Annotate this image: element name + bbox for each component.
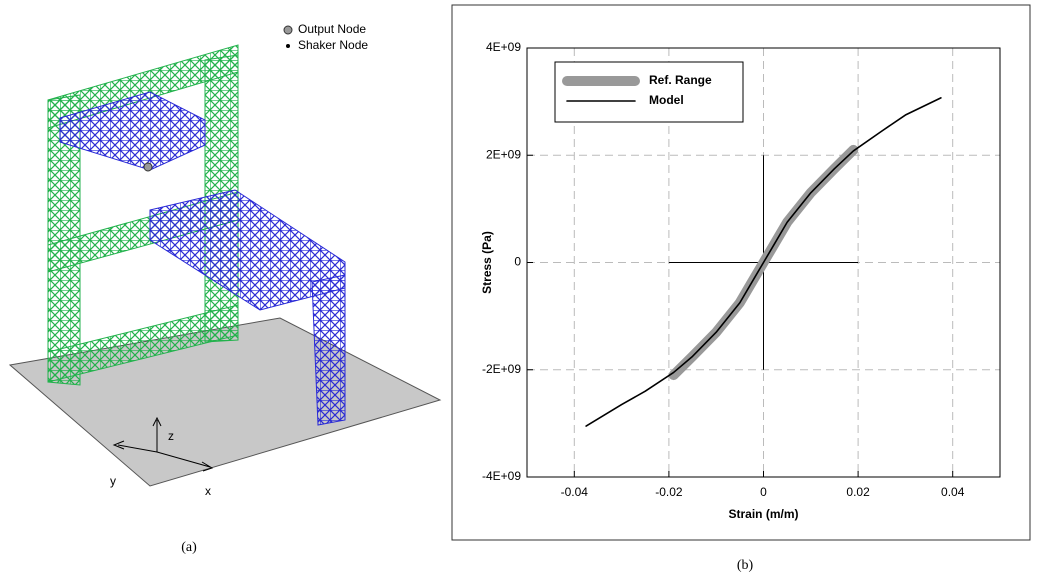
page: Output Node Shaker Node z y x (a) (b) -4… — [0, 0, 1038, 580]
y-axis-label: Stress (Pa) — [480, 231, 494, 294]
x-tick-label: 0 — [760, 485, 767, 499]
output-node — [144, 163, 152, 171]
legend-label: Output Node — [298, 22, 366, 36]
front-leg — [312, 275, 345, 425]
axis-letter: x — [205, 484, 211, 498]
x-tick-label: -0.04 — [561, 485, 589, 499]
x-tick-label: 0.02 — [846, 485, 870, 499]
legend-label: Model — [649, 93, 684, 107]
legend-label: Shaker Node — [298, 38, 368, 52]
caption: (a) — [181, 540, 197, 555]
figure: Output Node Shaker Node z y x (a) (b) -4… — [0, 0, 1038, 580]
y-tick-label: -2E+09 — [482, 362, 521, 376]
caption: (b) — [737, 558, 754, 573]
y-tick-label: 0 — [514, 255, 521, 269]
structure-diagram: Output Node Shaker Node z y x (a) — [10, 22, 440, 555]
y-tick-label: 4E+09 — [486, 40, 521, 54]
legend-label: Ref. Range — [649, 73, 712, 87]
legend-output — [284, 26, 292, 34]
x-axis-label: Strain (m/m) — [728, 507, 798, 521]
axis-letter: y — [110, 474, 116, 488]
axis-letter: z — [168, 429, 174, 443]
y-tick-label: 2E+09 — [486, 147, 521, 161]
chart: -4E+09 -2E+09 0 2E+09 4E+09 -0.04 -0.02 0 0.02 0.… — [480, 40, 1000, 521]
y-tick-label: -4E+09 — [482, 469, 521, 483]
legend-box — [555, 62, 743, 122]
x-tick-label: -0.02 — [655, 485, 683, 499]
x-tick-label: 0.04 — [941, 485, 965, 499]
legend-shaker — [286, 44, 290, 48]
